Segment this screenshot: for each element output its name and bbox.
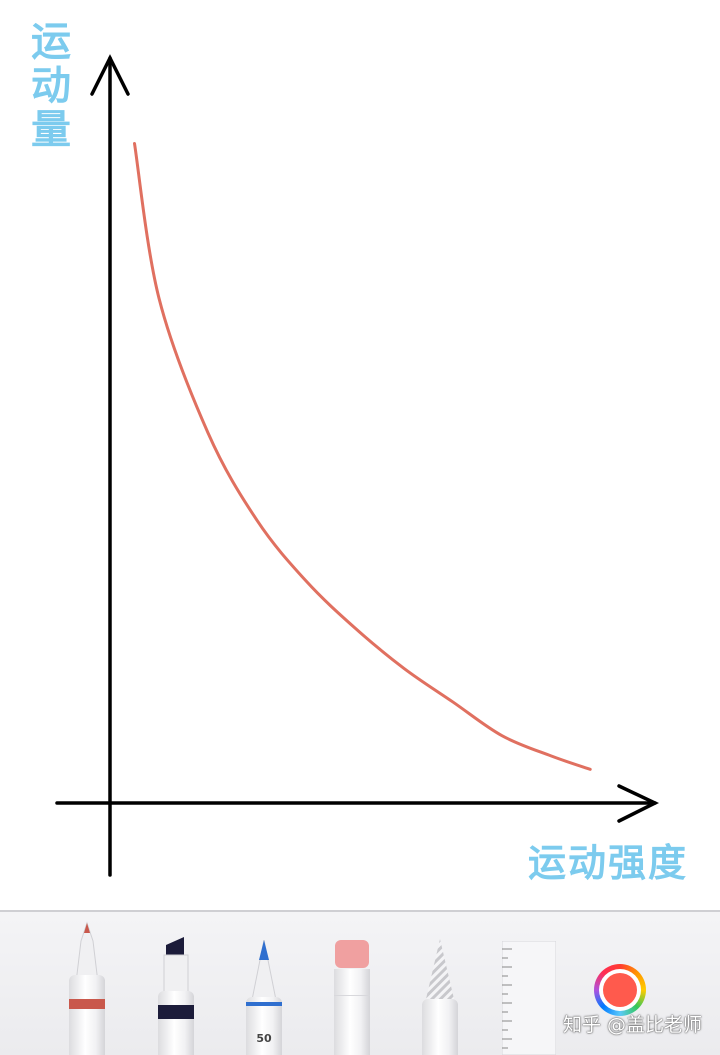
pen-tool[interactable] bbox=[69, 921, 105, 1055]
series-line-0 bbox=[133, 141, 592, 771]
pencil-size-label: 50 bbox=[256, 1032, 272, 1045]
ruler-tool[interactable] bbox=[502, 941, 556, 1055]
x-axis-label: 运动强度 bbox=[528, 841, 689, 885]
marker-color-band bbox=[158, 1005, 194, 1019]
drawing-toolbar: 50 知乎 @盖比老师 bbox=[0, 910, 720, 1055]
x-axis-arrow bbox=[617, 784, 660, 823]
color-wheel-icon bbox=[603, 973, 637, 1007]
eraser-icon bbox=[335, 940, 369, 968]
pencil-color-band bbox=[246, 1002, 282, 1006]
pen-color-band bbox=[69, 999, 105, 1009]
eraser-divider bbox=[334, 995, 370, 996]
marker-tool[interactable] bbox=[158, 937, 194, 1055]
y-axis-label: 运动量 bbox=[31, 19, 71, 153]
watermark: 知乎 @盖比老师 bbox=[562, 1014, 702, 1036]
marker-icon bbox=[163, 937, 189, 998]
ruler-icon bbox=[502, 941, 556, 1055]
axes bbox=[55, 54, 660, 877]
pencil-tool[interactable]: 50 bbox=[246, 940, 282, 1055]
lasso-tool[interactable] bbox=[422, 939, 458, 1055]
eraser-tool[interactable] bbox=[334, 939, 370, 1055]
y-axis-arrow bbox=[90, 54, 130, 96]
lasso-icon bbox=[426, 939, 454, 999]
color-picker-button[interactable] bbox=[594, 964, 646, 1016]
chart bbox=[55, 54, 660, 877]
series-layer bbox=[133, 141, 592, 771]
